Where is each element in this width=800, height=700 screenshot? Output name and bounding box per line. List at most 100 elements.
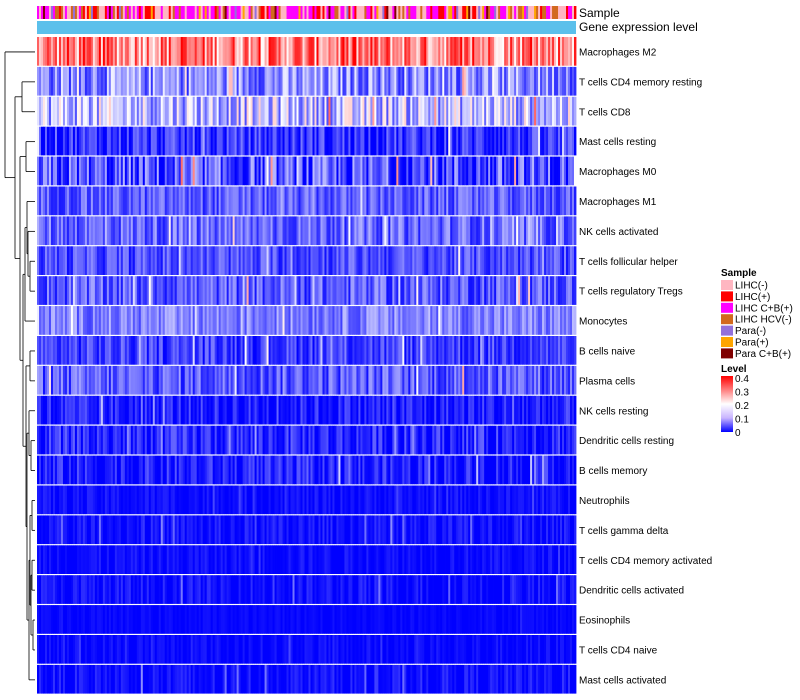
heatmap-cell	[540, 126, 543, 156]
heatmap-cell	[274, 246, 277, 275]
heatmap-cell	[190, 485, 194, 515]
heatmap-cell	[400, 216, 403, 246]
heatmap-cell	[248, 515, 252, 545]
heatmap-cell	[310, 216, 313, 246]
heatmap-cell	[554, 425, 557, 455]
heatmap-cell	[152, 545, 156, 574]
heatmap-cell	[314, 425, 317, 455]
heatmap-cell	[280, 515, 283, 545]
heatmap-cell	[246, 96, 250, 126]
heatmap-cell	[468, 126, 471, 156]
heatmap-cell	[272, 186, 275, 216]
heatmap-cell	[482, 306, 485, 335]
heatmap-cell	[372, 246, 375, 275]
heatmap-cell	[448, 425, 451, 455]
heatmap-cell	[520, 455, 523, 485]
heatmap-cell	[252, 545, 255, 574]
heatmap-cell	[488, 276, 491, 305]
heatmap-cell	[406, 216, 409, 246]
heatmap-cell	[182, 336, 186, 365]
heatmap-cell	[410, 37, 413, 66]
heatmap-cell	[434, 96, 437, 126]
heatmap-cell	[504, 156, 507, 186]
heatmap-cell	[258, 485, 261, 515]
heatmap-cell	[126, 186, 130, 216]
heatmap-cell	[418, 365, 421, 395]
heatmap-cell	[342, 216, 345, 246]
heatmap-cell	[238, 455, 242, 485]
heatmap-cell	[508, 365, 511, 395]
heatmap-cell	[388, 96, 391, 126]
heatmap-cell	[154, 455, 158, 485]
heatmap-cell	[496, 216, 499, 246]
heatmap-cell	[330, 306, 333, 335]
heatmap-cell	[98, 485, 102, 515]
heatmap-cell	[312, 246, 315, 275]
heatmap-cell	[430, 156, 433, 186]
heatmap-cell	[206, 485, 210, 515]
heatmap-cell	[342, 96, 345, 126]
heatmap-cell	[454, 425, 457, 455]
heatmap-cell	[266, 246, 269, 275]
heatmap-cell	[454, 515, 457, 545]
heatmap-cell	[172, 186, 176, 216]
heatmap-cell	[504, 336, 507, 365]
heatmap-cell	[60, 96, 64, 126]
heatmap-cell	[502, 336, 505, 365]
heatmap-cell	[498, 485, 501, 515]
heatmap-cell	[102, 156, 106, 186]
heatmap-cell	[264, 276, 267, 305]
heatmap-cell	[502, 216, 505, 246]
heatmap-cell	[518, 126, 521, 156]
heatmap-cell	[358, 126, 361, 156]
heatmap-cell	[350, 485, 353, 515]
heatmap-cell	[460, 306, 463, 335]
heatmap-cell	[558, 365, 561, 395]
heatmap-cell	[272, 336, 275, 365]
heatmap-cell	[68, 485, 72, 515]
heatmap-cell	[134, 485, 138, 515]
heatmap-cell	[242, 395, 246, 425]
heatmap-cell	[326, 186, 329, 216]
heatmap-cell	[68, 515, 72, 545]
heatmap-cell	[68, 545, 72, 574]
heatmap-cell	[274, 276, 277, 305]
heatmap-cell	[274, 395, 277, 425]
heatmap-cell	[192, 425, 196, 455]
heatmap-cell	[508, 186, 511, 216]
heatmap-cell	[112, 216, 116, 246]
heatmap-cell	[306, 306, 309, 335]
heatmap-cell	[114, 66, 118, 96]
heatmap-cell	[274, 156, 277, 186]
heatmap-cell	[246, 276, 250, 305]
heatmap-cell	[304, 425, 307, 455]
heatmap-cell	[114, 186, 118, 216]
heatmap-cell	[212, 66, 216, 96]
heatmap-cell	[276, 306, 279, 335]
heatmap-cell	[256, 545, 259, 574]
heatmap-cell	[508, 37, 511, 66]
heatmap-cell	[312, 485, 315, 515]
heatmap-cell	[39, 485, 42, 515]
heatmap-cell	[94, 395, 98, 425]
heatmap-cell	[200, 216, 204, 246]
sample-annotation-cell	[546, 6, 549, 19]
heatmap-cell	[44, 66, 48, 96]
heatmap-cell	[318, 37, 321, 66]
heatmap-cell	[434, 306, 437, 335]
heatmap-cell	[194, 485, 198, 515]
heatmap-cell	[560, 306, 563, 335]
heatmap-cell	[172, 485, 176, 515]
heatmap-cell	[490, 216, 493, 246]
heatmap-cell	[168, 66, 172, 96]
heatmap-cell	[138, 276, 142, 305]
heatmap-cell	[76, 37, 80, 66]
heatmap-cell	[414, 37, 417, 66]
heatmap-cell	[560, 485, 563, 515]
heatmap-cell	[304, 485, 307, 515]
heatmap-cell	[204, 216, 208, 246]
heatmap-cell	[40, 485, 44, 515]
heatmap-cell	[136, 96, 140, 126]
heatmap-cell	[50, 37, 54, 66]
heatmap-cell	[110, 216, 114, 246]
